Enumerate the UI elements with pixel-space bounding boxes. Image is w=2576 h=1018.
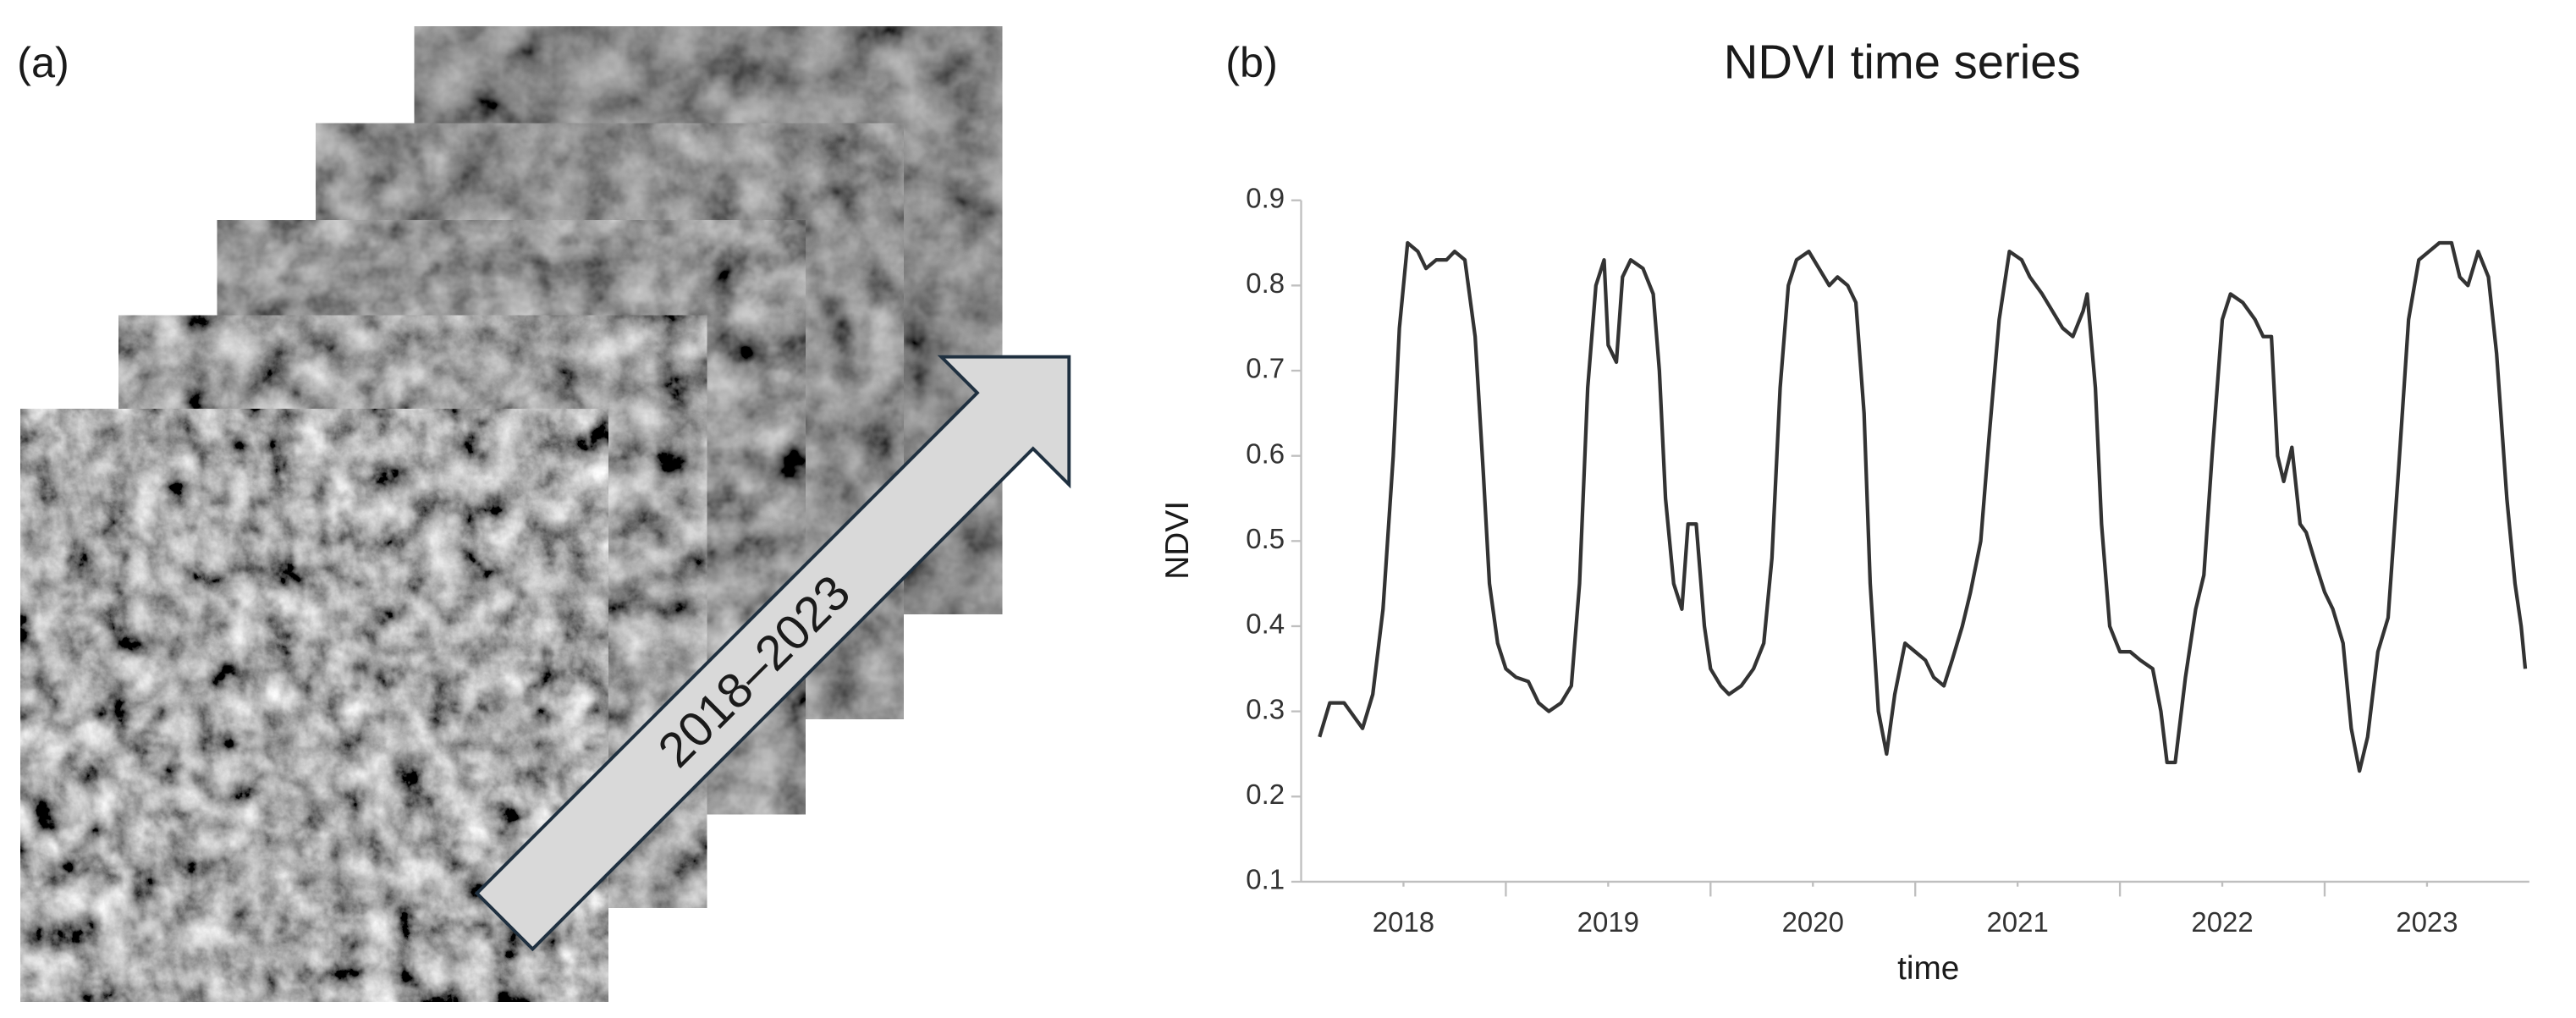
y-tick-label: 0.3	[1246, 693, 1285, 724]
x-tick-label: 2022	[2191, 906, 2253, 938]
y-axis-label: NDVI	[1159, 501, 1196, 580]
y-tick-label: 0.8	[1246, 267, 1285, 299]
chart-title: NDVI time series	[1724, 35, 2081, 88]
y-tick-label: 0.4	[1246, 608, 1285, 640]
y-tick-label: 0.5	[1246, 523, 1285, 554]
x-tick-label: 2021	[1986, 906, 2048, 938]
y-tick-label: 0.1	[1246, 864, 1285, 895]
x-tick-label: 2023	[2396, 906, 2458, 938]
panel-label: (a)	[17, 38, 69, 86]
x-tick-label: 2019	[1577, 906, 1639, 938]
y-tick-label: 0.7	[1246, 353, 1285, 384]
image-stack	[20, 26, 1003, 1002]
arrow-shape	[474, 355, 1071, 952]
x-tick-label: 2020	[1782, 906, 1844, 938]
ndvi-line	[1318, 240, 2528, 773]
y-tick-label: 0.2	[1246, 779, 1285, 810]
x-axis-label: time	[1897, 950, 1959, 987]
x-tick-label: 2018	[1373, 906, 1434, 938]
y-tick-label: 0.9	[1246, 182, 1285, 213]
panel-label: (b)	[1225, 38, 1278, 86]
y-tick-label: 0.6	[1246, 437, 1285, 469]
